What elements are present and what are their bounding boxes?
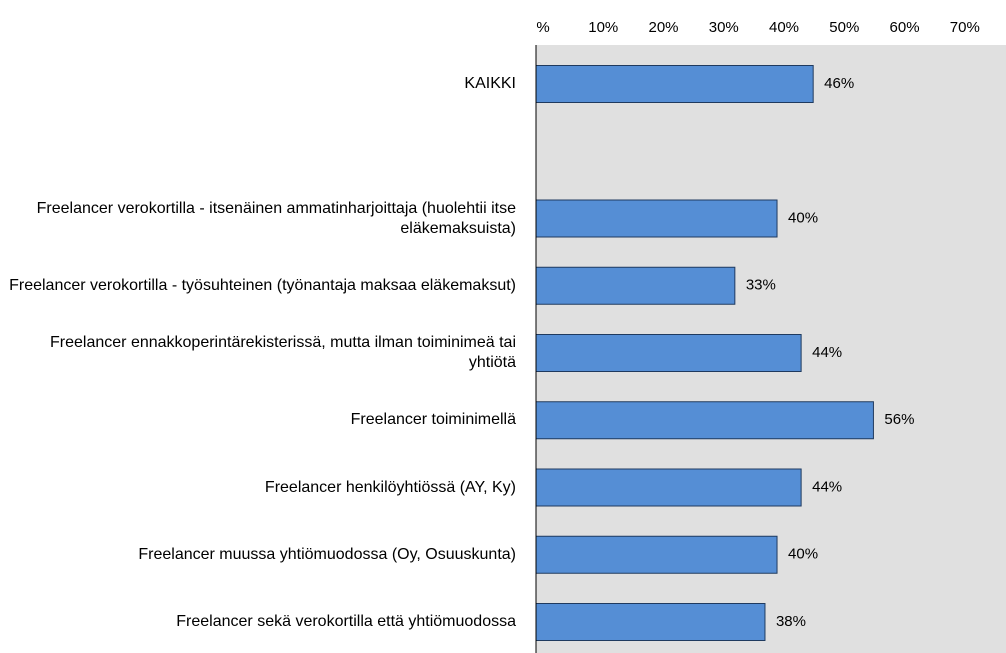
bar [535, 266, 736, 305]
value-label: 40% [788, 546, 818, 563]
value-label: 46% [824, 75, 854, 92]
category-label: Freelancer ennakkoperintärekisterissä, m… [50, 334, 516, 371]
x-tick-label: 60% [890, 19, 920, 36]
category-label: Freelancer verokortilla - työsuhteinen (… [9, 276, 516, 294]
x-tick-label: 40% [769, 19, 799, 36]
x-tick-label: 50% [829, 19, 859, 36]
category-label: Freelancer muussa yhtiömuodossa (Oy, Osu… [138, 545, 516, 563]
bar [535, 603, 766, 641]
bar [535, 334, 802, 372]
category-label: Freelancer verokortilla - itsenäinen amm… [36, 199, 516, 237]
category-label: KAIKKI [464, 75, 516, 92]
value-label: 56% [884, 411, 914, 428]
x-tick-label: 30% [709, 19, 739, 36]
value-label: 33% [746, 277, 776, 294]
bar [535, 199, 778, 238]
x-tick-label: 20% [648, 19, 678, 36]
category-label: Freelancer sekä verokortilla että yhtiöm… [176, 613, 516, 630]
category-label: Freelancer henkilöyhtiössä (AY, Ky) [264, 478, 516, 496]
value-label: 44% [812, 344, 842, 361]
category-label: Freelancer toiminimellä [350, 411, 516, 429]
x-tick-label: % [536, 19, 549, 36]
value-label: 44% [812, 478, 842, 495]
bar [535, 535, 778, 574]
value-label: 38% [776, 613, 806, 630]
x-tick-label: 70% [950, 19, 980, 36]
bar [535, 401, 874, 440]
value-label: 40% [788, 209, 818, 226]
bar [535, 468, 802, 507]
bar [535, 65, 814, 103]
x-tick-label: 10% [588, 19, 618, 36]
